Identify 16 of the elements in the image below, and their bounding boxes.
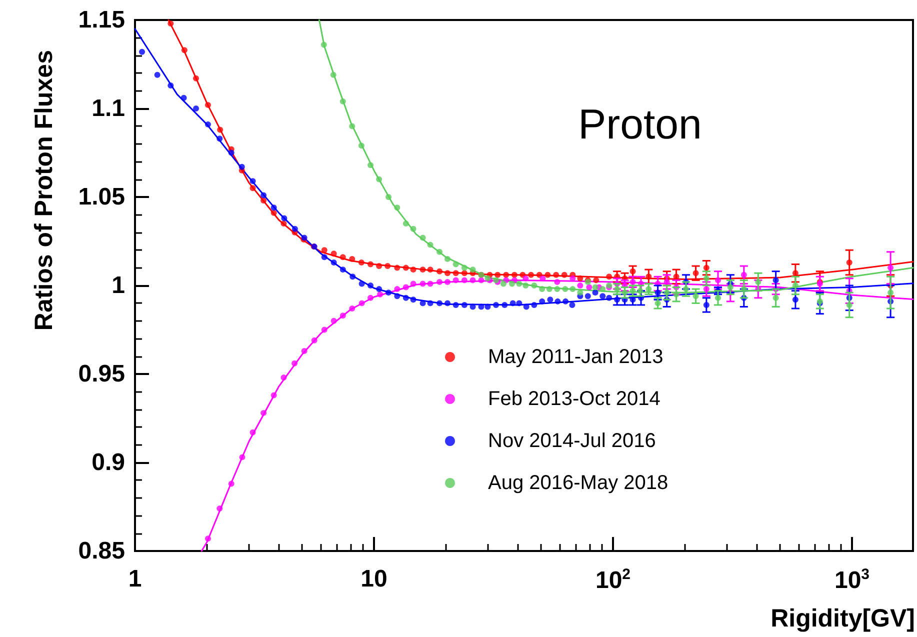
x-tick-label: 1 <box>128 566 142 592</box>
x-tick-label: 10 <box>360 566 388 592</box>
legend-label: Aug 2016-May 2018 <box>488 472 668 494</box>
legend-label: Feb 2013-Oct 2014 <box>488 388 660 410</box>
y-tick-label: 0.95 <box>78 360 125 388</box>
y-axis-title: Ratios of Proton Fluxes <box>30 50 58 331</box>
y-tick-label: 1 <box>112 272 125 299</box>
y-tick-label: 1.05 <box>78 184 125 210</box>
y-tick-label: 1.15 <box>78 6 125 34</box>
legend-label: Nov 2014-Jul 2016 <box>488 430 656 452</box>
y-tick-label: 1.1 <box>92 95 125 122</box>
y-tick-label: 0.85 <box>78 538 125 564</box>
x-axis-title: Rigidity[GV] <box>770 604 916 632</box>
annotation: Proton <box>578 100 702 148</box>
legend-label: May 2011-Jan 2013 <box>488 346 664 368</box>
y-tick-label: 0.9 <box>92 449 125 476</box>
